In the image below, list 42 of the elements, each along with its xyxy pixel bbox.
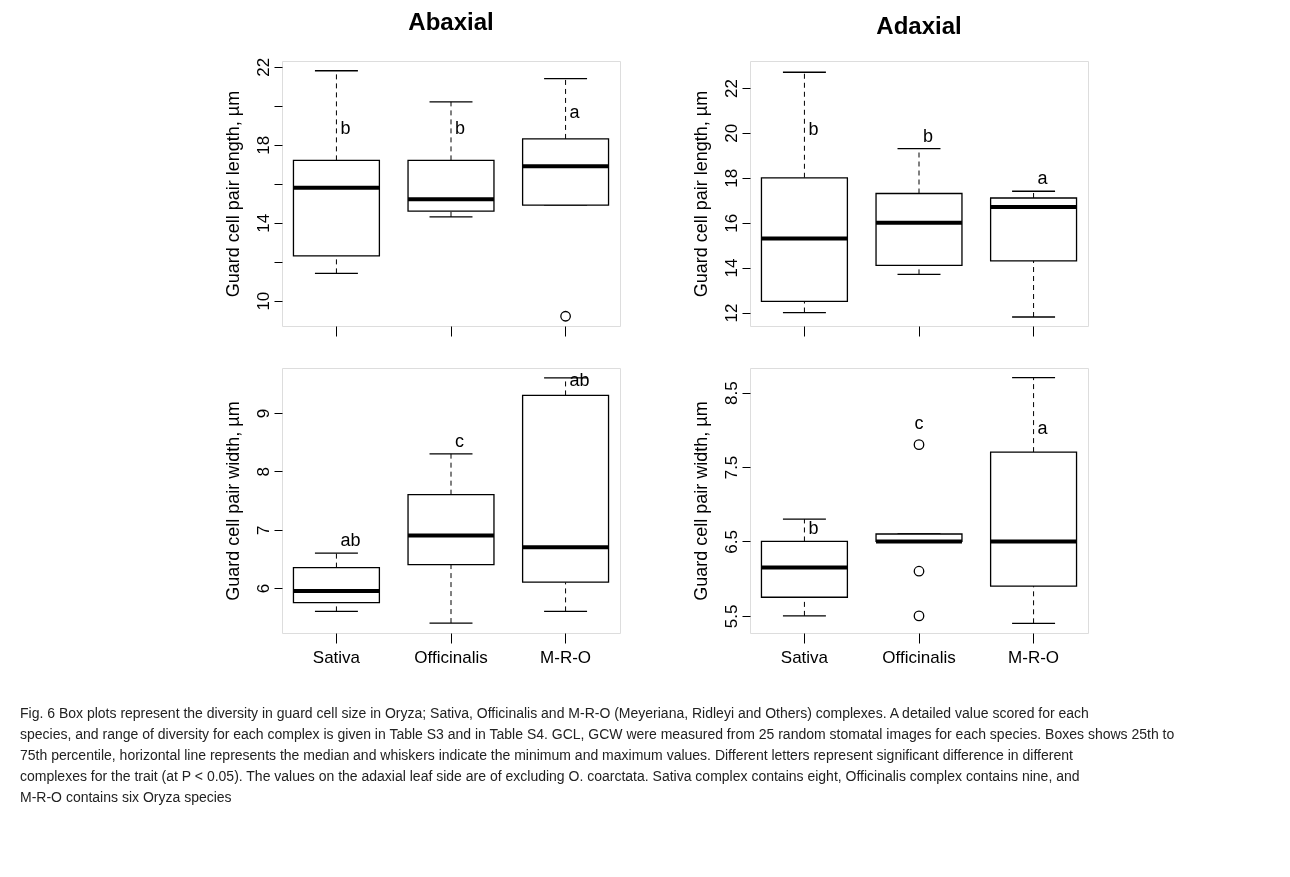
y-axis-title: Guard cell pair width, µm [222,401,243,601]
y-tick-label: 8.5 [721,381,741,405]
x-tick-label: M-R-O [1008,647,1060,667]
y-tick-label: 10 [253,291,273,311]
y-tick-label: 6.5 [721,530,741,554]
y-axis-title: Guard cell pair length, µm [222,90,243,298]
annotation: b [455,117,466,138]
y-tick-label: 7.5 [721,455,741,480]
y-tick-label: 20 [721,123,741,143]
y-tick-label: 18 [253,135,273,155]
x-tick-label: Officinalis [882,647,956,667]
y-tick-label: 7 [253,525,273,535]
y-tick-label: 12 [721,303,741,323]
annotation: c [914,412,924,433]
x-tick-label: Sativa [312,647,361,667]
x-tick-label: M-R-O [540,647,592,667]
y-tick-label: 22 [721,78,741,98]
annotation: a [1037,168,1049,189]
y-tick-label: 16 [721,213,741,233]
y-tick-label: 18 [721,168,741,188]
y-tick-label: 14 [253,213,273,233]
y-tick-label: 9 [253,408,273,419]
caption: Fig. 6 Box plots represent the diversity in guard cell size in Oryza; Sativa, Officinalis and M-R-O (Meyeriana, Ridleyi and Others) complexes. A detailed value scored for each species, and range of diversity for each complex is given in Table S3 and in Table S4. GCL, GCW were measured from 25 random stomatal images for each species. Boxes shows 25th to 75th percentile, horizontal line represents the median and whiskers indicate the minimum and maximum values. Different letters represent significant difference in different complexes for the trait (at P < 0.05). The values on the adaxial leaf side are of excluding O. coarctata. Sativa complex contains eight, Officinalis complex contains nine, and M-R-O contains six Oryza species [20,704,1175,805]
chart-title: Adaxial [876,12,962,39]
y-tick-label: 5.5 [721,604,741,629]
y-axis-title: Guard cell pair width, µm [690,401,711,601]
annotation: c [455,430,464,451]
annotation: a [1037,417,1049,438]
x-tick-label: Officinalis [414,647,488,667]
chart-title: Abaxial [408,8,494,36]
annotation: b [923,125,934,146]
annotation: a [569,102,581,123]
annotation: ab [340,530,361,551]
y-tick-label: 6 [253,583,273,594]
y-tick-label: 22 [253,57,273,77]
y-axis-title: Guard cell pair length, µm [690,90,711,298]
x-tick-label: Sativa [780,647,829,667]
annotation: b [340,117,351,138]
y-tick-label: 8 [253,467,273,477]
y-tick-label: 14 [721,258,741,278]
annotation: b [808,118,819,139]
annotation: b [808,518,819,539]
